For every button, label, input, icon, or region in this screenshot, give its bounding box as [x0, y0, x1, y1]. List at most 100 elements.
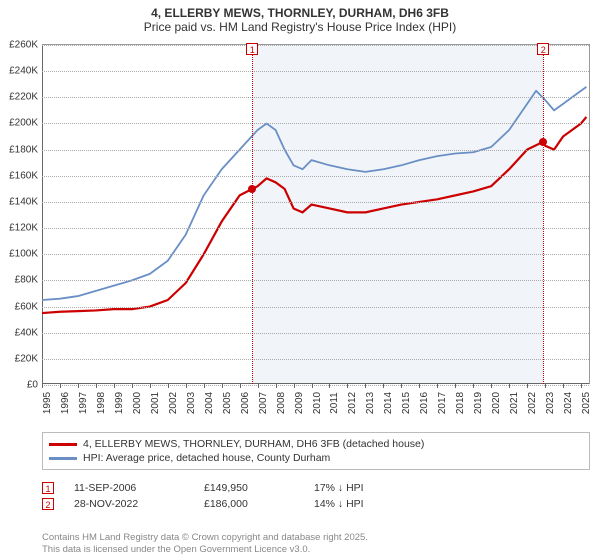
x-axis-label: 2017 [437, 392, 448, 414]
x-axis-label: 2000 [132, 392, 143, 414]
grid-line [42, 280, 589, 281]
txn-diff: 14% ↓ HPI [314, 498, 424, 510]
txn-price: £149,950 [204, 482, 294, 494]
y-axis-label: £100K [0, 249, 38, 260]
x-tick [437, 384, 438, 388]
x-axis-label: 2003 [186, 392, 197, 414]
transactions-table: 1 11-SEP-2006 £149,950 17% ↓ HPI 2 28-NO… [42, 480, 590, 512]
y-axis-label: £0 [0, 380, 38, 391]
grid-line [42, 333, 589, 334]
legend: 4, ELLERBY MEWS, THORNLEY, DURHAM, DH6 3… [42, 432, 590, 470]
plot: £0£20K£40K£60K£80K£100K£120K£140K£160K£1… [42, 44, 590, 384]
grid-line [42, 254, 589, 255]
x-axis-label: 2015 [401, 392, 412, 414]
marker-label-box: 1 [246, 43, 258, 55]
y-axis-label: £80K [0, 275, 38, 286]
grid-line [42, 385, 589, 386]
x-axis-label: 2001 [150, 392, 161, 414]
x-axis-label: 2012 [347, 392, 358, 414]
x-tick [258, 384, 259, 388]
x-tick [276, 384, 277, 388]
x-tick [114, 384, 115, 388]
marker-dot [539, 138, 547, 146]
x-tick [527, 384, 528, 388]
grid-line [42, 123, 589, 124]
x-tick [78, 384, 79, 388]
x-tick [60, 384, 61, 388]
y-axis-label: £140K [0, 196, 38, 207]
y-axis-label: £160K [0, 170, 38, 181]
grid-line [42, 176, 589, 177]
x-tick [365, 384, 366, 388]
grid-line [42, 45, 589, 46]
x-tick [455, 384, 456, 388]
x-axis-label: 2022 [527, 392, 538, 414]
grid-line [42, 71, 589, 72]
x-tick [150, 384, 151, 388]
marker-label-box: 2 [537, 43, 549, 55]
x-axis-label: 1999 [114, 392, 125, 414]
x-axis-label: 2023 [545, 392, 556, 414]
chart-area: £0£20K£40K£60K£80K£100K£120K£140K£160K£1… [42, 44, 590, 402]
grid-line [42, 97, 589, 98]
x-tick [419, 384, 420, 388]
x-axis-label: 2004 [204, 392, 215, 414]
x-axis-label: 2011 [329, 392, 340, 414]
x-tick [473, 384, 474, 388]
x-axis-label: 1997 [78, 392, 89, 414]
grid-line [42, 150, 589, 151]
x-tick [132, 384, 133, 388]
marker-index-icon: 2 [42, 498, 54, 510]
legend-item: 4, ELLERBY MEWS, THORNLEY, DURHAM, DH6 3… [49, 437, 583, 451]
title-address: 4, ELLERBY MEWS, THORNLEY, DURHAM, DH6 3… [0, 6, 600, 20]
x-axis-label: 2005 [222, 392, 233, 414]
title-subtitle: Price paid vs. HM Land Registry's House … [0, 20, 600, 34]
line-svg [42, 45, 590, 385]
x-tick [42, 384, 43, 388]
x-axis-label: 2016 [419, 392, 430, 414]
y-axis-label: £120K [0, 223, 38, 234]
marker-vline [543, 45, 544, 384]
y-axis-label: £40K [0, 327, 38, 338]
footer: Contains HM Land Registry data © Crown c… [42, 532, 368, 556]
y-axis-label: £260K [0, 40, 38, 51]
x-axis-label: 2021 [509, 392, 520, 414]
x-tick [401, 384, 402, 388]
legend-swatch [49, 443, 77, 446]
x-tick [563, 384, 564, 388]
grid-line [42, 202, 589, 203]
x-tick [96, 384, 97, 388]
x-tick [222, 384, 223, 388]
x-axis-label: 2025 [581, 392, 592, 414]
x-tick [491, 384, 492, 388]
y-axis-label: £180K [0, 144, 38, 155]
x-axis-label: 2010 [312, 392, 323, 414]
series-hpi [42, 87, 586, 300]
y-axis-label: £240K [0, 66, 38, 77]
marker-vline [252, 45, 253, 384]
txn-date: 11-SEP-2006 [74, 482, 184, 494]
legend-item: HPI: Average price, detached house, Coun… [49, 451, 583, 465]
x-axis-label: 2006 [240, 392, 251, 414]
y-axis-label: £200K [0, 118, 38, 129]
x-tick [240, 384, 241, 388]
x-axis-label: 2007 [258, 392, 269, 414]
x-tick [186, 384, 187, 388]
x-axis-label: 2019 [473, 392, 484, 414]
x-axis-label: 1995 [42, 392, 53, 414]
x-tick [347, 384, 348, 388]
x-tick [294, 384, 295, 388]
txn-date: 28-NOV-2022 [74, 498, 184, 510]
y-axis-label: £60K [0, 301, 38, 312]
x-tick [312, 384, 313, 388]
table-row: 2 28-NOV-2022 £186,000 14% ↓ HPI [42, 496, 590, 512]
table-row: 1 11-SEP-2006 £149,950 17% ↓ HPI [42, 480, 590, 496]
x-tick [204, 384, 205, 388]
x-tick [383, 384, 384, 388]
x-tick [509, 384, 510, 388]
x-tick [545, 384, 546, 388]
x-axis-label: 2014 [383, 392, 394, 414]
grid-line [42, 359, 589, 360]
footer-line: Contains HM Land Registry data © Crown c… [42, 532, 368, 544]
x-axis-label: 2008 [276, 392, 287, 414]
